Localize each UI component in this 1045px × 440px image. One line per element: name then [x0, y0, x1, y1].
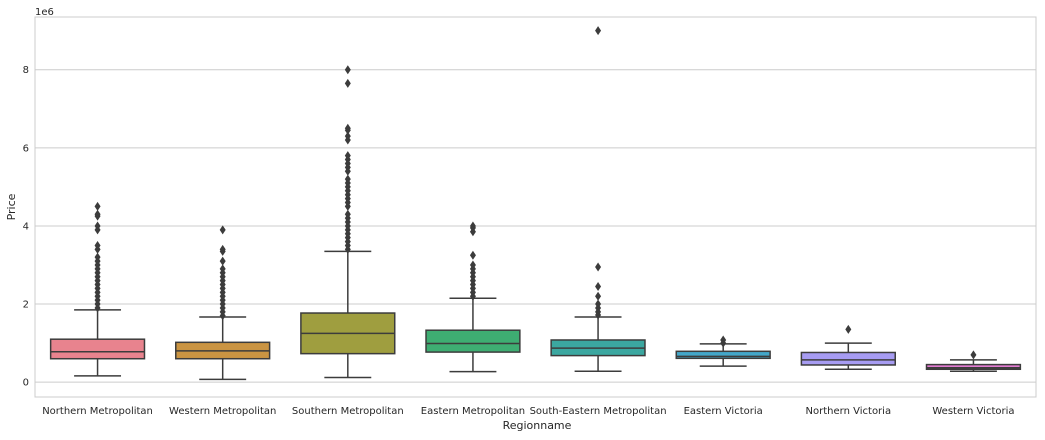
box-group [925, 350, 1022, 372]
outlier-point [344, 209, 351, 219]
x-tick-label: South-Eastern Metropolitan [530, 406, 667, 417]
outlier-point [595, 26, 602, 36]
outlier-point [344, 123, 351, 133]
x-tick-label: Western Metropolitan [169, 406, 276, 417]
box-iqr [925, 363, 1022, 371]
box-group [175, 225, 271, 381]
outlier-point [94, 209, 101, 219]
outlier-point [344, 174, 351, 184]
box-layer [49, 26, 1022, 381]
x-tick-label: Northern Metropolitan [42, 406, 153, 417]
outlier-point [344, 131, 351, 141]
box-group [300, 65, 396, 379]
y-tick-label: 8 [23, 65, 29, 76]
y-axis-label: Price [5, 193, 18, 220]
outlier-point [720, 335, 727, 345]
x-tick-label: Southern Metropolitan [292, 406, 404, 417]
y-tick-label: 4 [23, 221, 29, 232]
box-iqr [675, 350, 771, 360]
outlier-point [219, 256, 226, 266]
outlier-point [344, 151, 351, 161]
outlier-point [595, 299, 602, 309]
outlier-point [344, 65, 351, 75]
box-iqr [49, 338, 146, 360]
outlier-point [94, 201, 101, 211]
outlier-point [469, 221, 476, 231]
box-group [675, 335, 771, 367]
outlier-point [595, 291, 602, 301]
box-iqr [425, 329, 521, 353]
grid-layer [35, 69, 1036, 383]
y-tick-label: 0 [23, 378, 29, 389]
outlier-point [595, 262, 602, 272]
x-tick-label: Eastern Victoria [684, 406, 763, 417]
outlier-point [469, 260, 476, 270]
outlier-point [219, 264, 226, 274]
y-tick-label: 2 [23, 300, 29, 311]
x-tick-label: Western Victoria [932, 406, 1014, 417]
box-iqr [800, 351, 896, 366]
y-tick-labels: 0 2 4 6 8 [23, 65, 29, 388]
x-axis-label: Regionname [503, 419, 572, 432]
outlier-point [94, 221, 101, 231]
outlier-point [469, 250, 476, 260]
y-offset-label: 1e6 [35, 7, 54, 18]
box-group [800, 324, 896, 371]
outlier-point [219, 244, 226, 254]
y-tick-label: 6 [23, 143, 29, 154]
box-group [425, 221, 521, 373]
box-group [550, 26, 646, 372]
x-tick-labels: Northern Metropolitan Western Metropolita… [42, 406, 1014, 417]
x-tick-label: Northern Victoria [806, 406, 892, 417]
x-tick-label: Eastern Metropolitan [421, 406, 525, 417]
outlier-point [94, 240, 101, 250]
outlier-point [94, 252, 101, 262]
outlier-point [970, 350, 977, 360]
plot-frame [34, 16, 1037, 398]
box-group [49, 201, 146, 377]
outlier-point [219, 225, 226, 235]
outlier-point [845, 324, 852, 334]
outlier-point [344, 78, 351, 88]
outlier-point [595, 281, 602, 291]
